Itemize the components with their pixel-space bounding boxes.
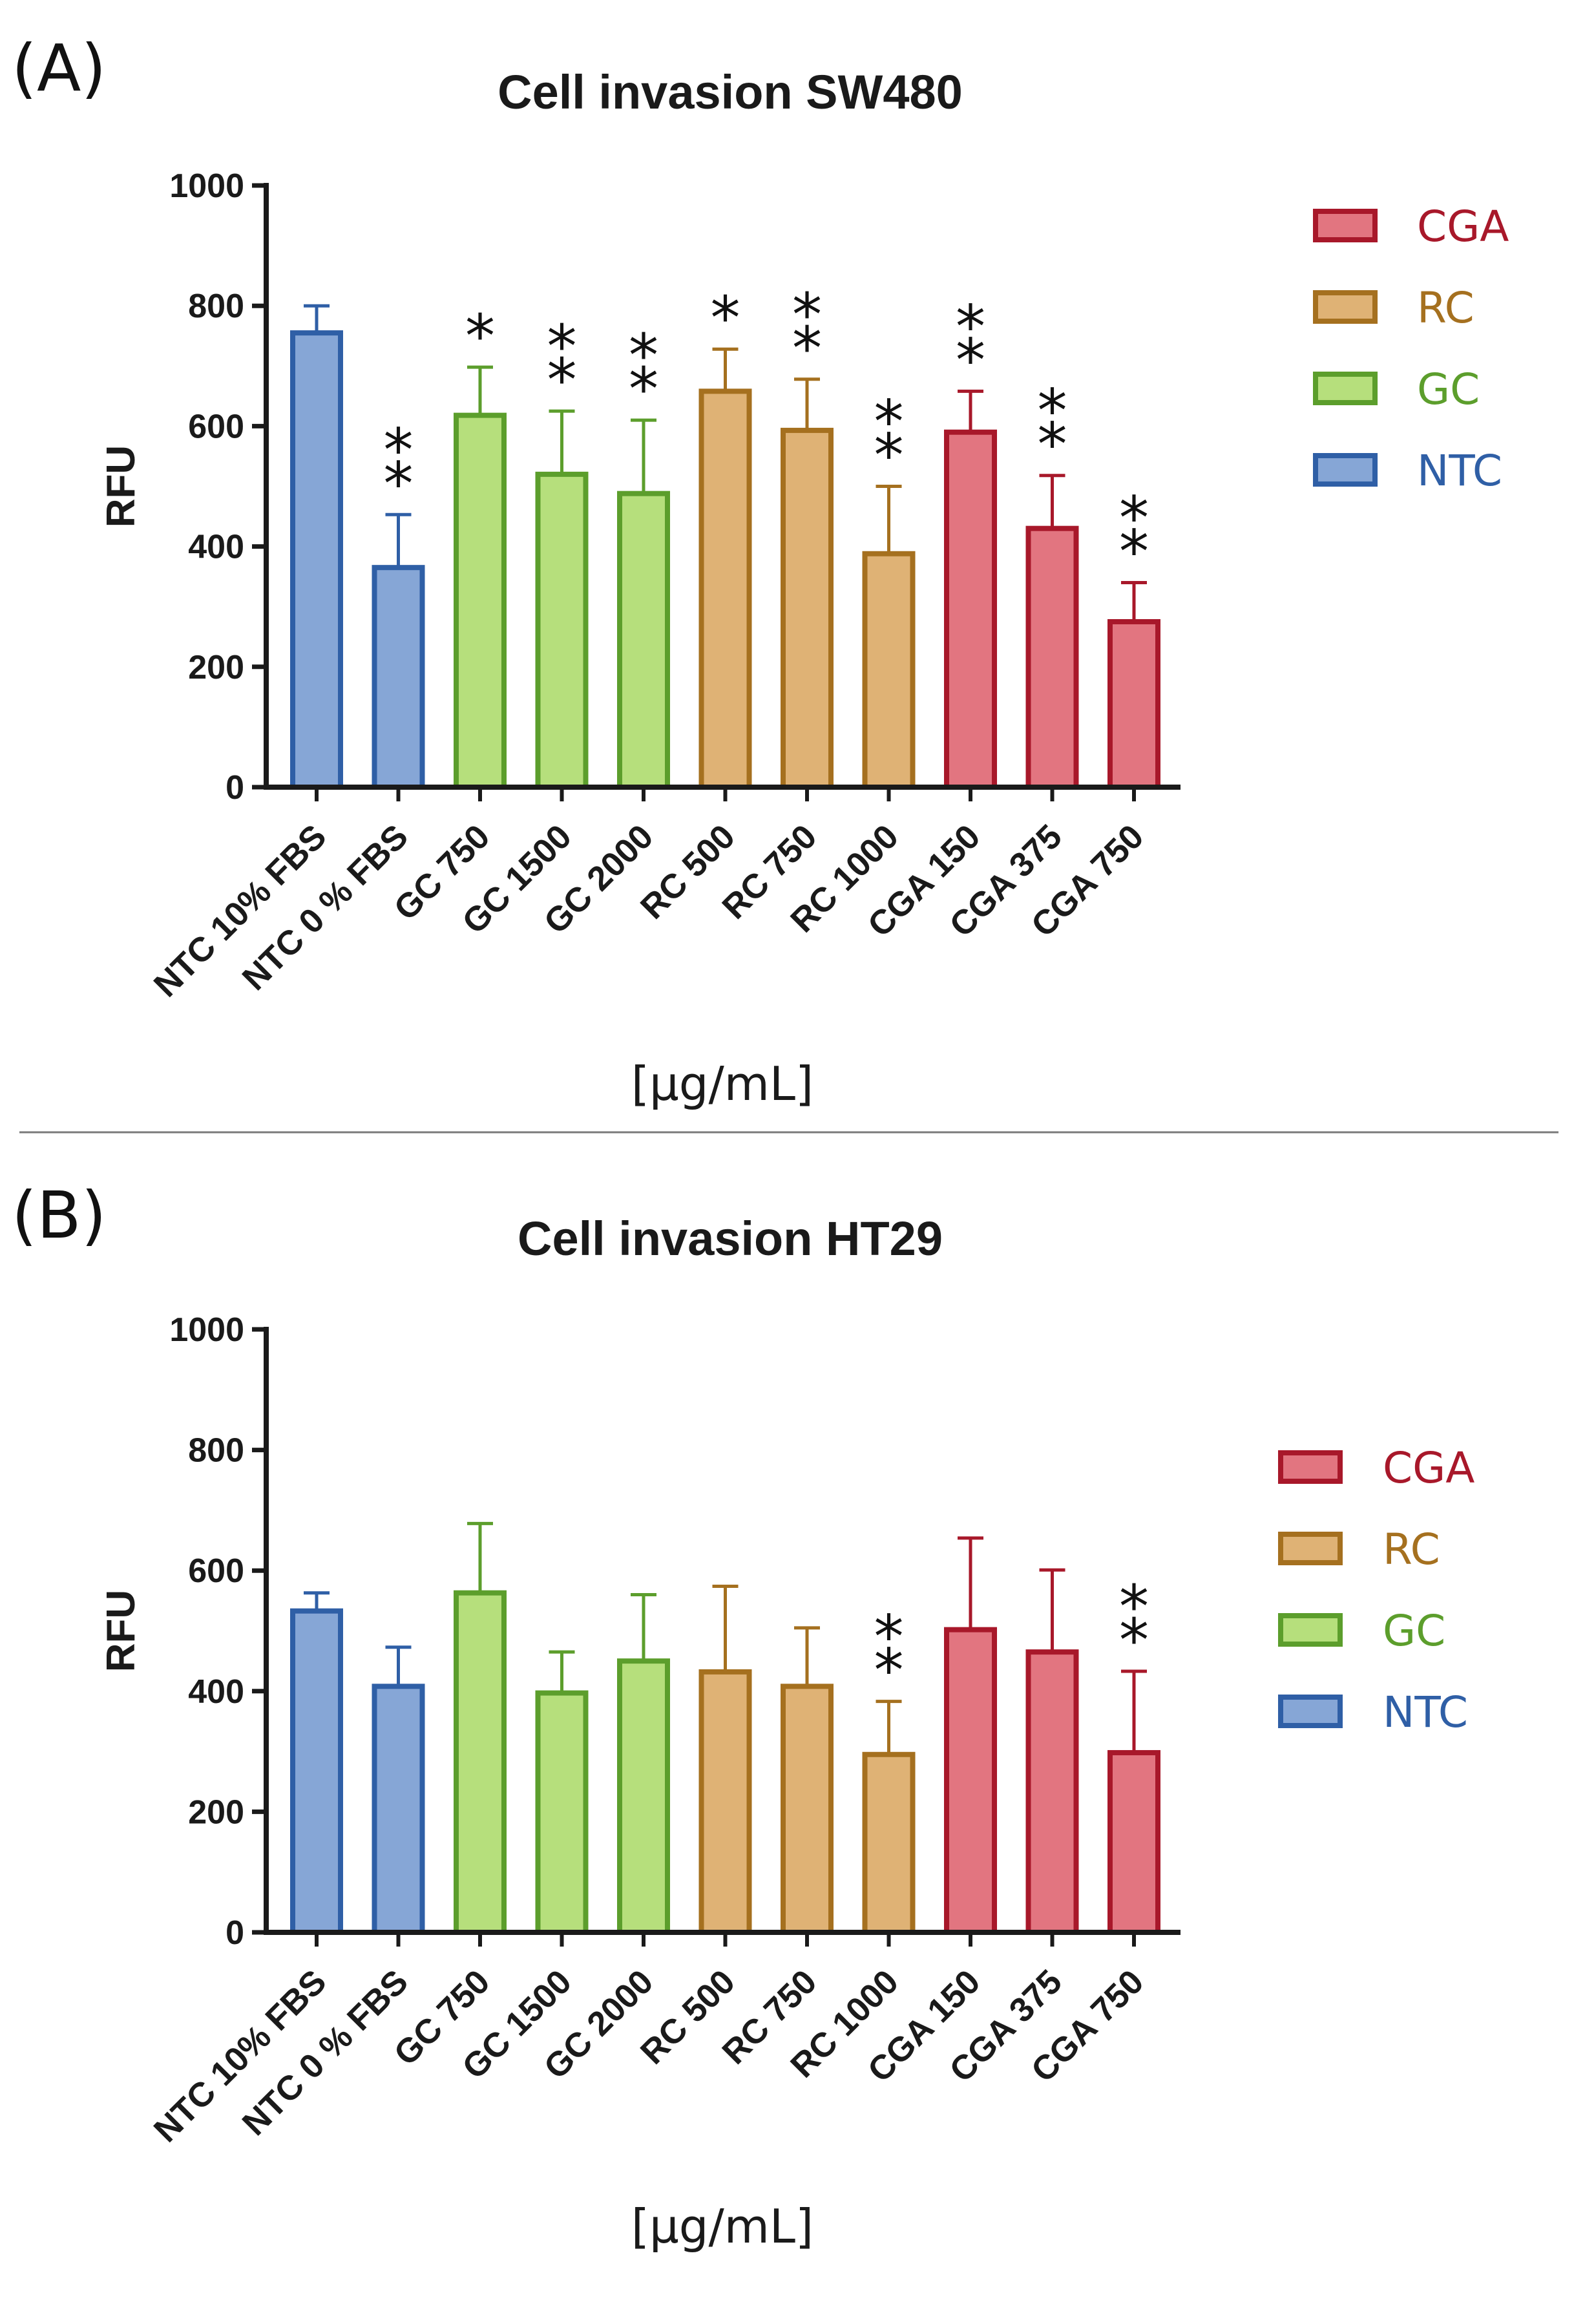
significance-star: * xyxy=(792,280,822,350)
significance-star: * xyxy=(1038,410,1067,480)
bar xyxy=(698,388,752,790)
legend-label: RC xyxy=(1383,1525,1440,1574)
legend-label: GC xyxy=(1417,364,1480,414)
significance-star: * xyxy=(547,346,577,415)
legend-label: CGA xyxy=(1417,202,1509,251)
legend-swatch xyxy=(1313,209,1378,242)
bar xyxy=(454,412,507,790)
significance-star: * xyxy=(465,302,495,371)
significance-star: * xyxy=(874,388,904,457)
bar xyxy=(1025,1649,1079,1936)
panel-b-letter: (B) xyxy=(12,1178,107,1253)
y-tick-label: 600 xyxy=(188,408,244,445)
significance-star: * xyxy=(874,421,904,491)
y-tick-label: 600 xyxy=(188,1552,244,1590)
bar xyxy=(1025,525,1079,790)
bar xyxy=(1107,1749,1160,1936)
significance-star: * xyxy=(1119,483,1149,553)
legend-swatch xyxy=(1278,1695,1343,1728)
y-tick-label: 0 xyxy=(226,769,244,807)
significance-star: * xyxy=(629,321,658,390)
bar xyxy=(698,1669,752,1936)
bar xyxy=(781,1684,834,1935)
y-axis-label: RFU xyxy=(99,1590,143,1672)
significance-star: * xyxy=(792,314,822,383)
legend-swatch xyxy=(1313,290,1378,324)
significance-star: * xyxy=(1119,1606,1149,1675)
bar xyxy=(781,427,834,790)
panel-a-letter: (A) xyxy=(12,30,106,106)
legend-label: NTC xyxy=(1417,446,1502,496)
bar xyxy=(1107,618,1160,790)
bar xyxy=(617,1658,670,1935)
significance-star: * xyxy=(384,416,414,485)
legend-label: CGA xyxy=(1383,1443,1474,1493)
legend-swatch xyxy=(1278,1613,1343,1647)
bar xyxy=(862,1751,916,1935)
chart-b-title: Cell invasion HT29 xyxy=(518,1212,943,1265)
y-tick-label: 800 xyxy=(188,288,244,325)
legend-swatch xyxy=(1278,1450,1343,1484)
legend-label: RC xyxy=(1417,283,1474,333)
legend-swatch xyxy=(1313,372,1378,405)
y-tick-label: 800 xyxy=(188,1432,244,1470)
bar xyxy=(944,1627,997,1936)
bar xyxy=(454,1590,507,1935)
significance-star: * xyxy=(874,1603,904,1672)
bar xyxy=(944,429,997,790)
significance-star: * xyxy=(1119,517,1149,586)
significance-star: * xyxy=(547,312,577,381)
y-tick-label: 200 xyxy=(188,649,244,686)
bar xyxy=(372,1684,425,1935)
bar xyxy=(372,565,425,790)
y-tick-label: 1000 xyxy=(169,167,244,205)
bar xyxy=(535,471,589,790)
legend-swatch xyxy=(1278,1532,1343,1565)
bar xyxy=(617,491,670,790)
y-tick-label: 400 xyxy=(188,529,244,566)
x-axis-label: [µg/mL] xyxy=(631,2199,813,2254)
legend-label: GC xyxy=(1383,1606,1445,1656)
significance-star: * xyxy=(384,449,414,518)
y-axis-label: RFU xyxy=(99,445,143,527)
bar xyxy=(290,1608,343,1935)
significance-star: * xyxy=(956,326,985,395)
y-tick-label: 400 xyxy=(188,1673,244,1711)
bar xyxy=(862,551,916,790)
significance-star: * xyxy=(874,1636,904,1706)
bar xyxy=(535,1690,589,1936)
legend-label: NTC xyxy=(1383,1687,1468,1737)
legend-swatch xyxy=(1313,453,1378,487)
significance-star: * xyxy=(956,292,985,361)
y-tick-label: 1000 xyxy=(169,1311,244,1349)
significance-star: * xyxy=(1038,377,1067,446)
bar xyxy=(290,330,343,790)
chart-a-title: Cell invasion SW480 xyxy=(498,65,963,119)
significance-star: * xyxy=(1119,1572,1149,1642)
significance-star: * xyxy=(711,284,740,353)
y-tick-label: 0 xyxy=(226,1914,244,1952)
significance-star: * xyxy=(629,355,658,424)
y-tick-label: 200 xyxy=(188,1793,244,1831)
x-axis-label: [µg/mL] xyxy=(631,1057,813,1111)
